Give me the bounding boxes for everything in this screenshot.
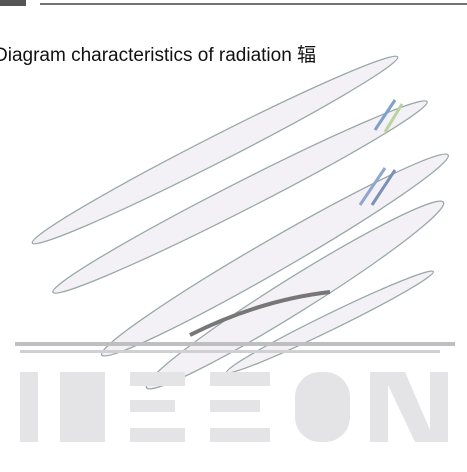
swoosh-accents [189,99,404,337]
accent [189,290,331,337]
logo-bar [210,400,260,412]
accent [358,167,387,206]
logo-block [60,372,105,442]
accent [370,169,397,206]
logo-bar [130,372,185,386]
logo-bar [20,372,38,442]
swoosh [145,200,445,390]
rule [15,342,455,346]
logo-bar [130,428,185,442]
logo-bar [210,372,270,386]
swoosh [52,100,428,294]
logo-bar [210,428,270,442]
rule [20,350,440,353]
accent [383,103,404,133]
fragment [0,0,26,6]
logo-bar [370,372,388,442]
accent [373,99,397,131]
logo-diagonal [388,372,430,442]
caption: Diagram characteristics of radiation 辐 [0,44,316,66]
logo-fragment [15,342,455,442]
top-fragment [0,0,467,6]
swooshes [31,55,450,390]
logo-bar [430,372,448,442]
logo-bar [130,400,175,412]
logo-block [295,372,350,442]
swoosh [31,55,399,245]
